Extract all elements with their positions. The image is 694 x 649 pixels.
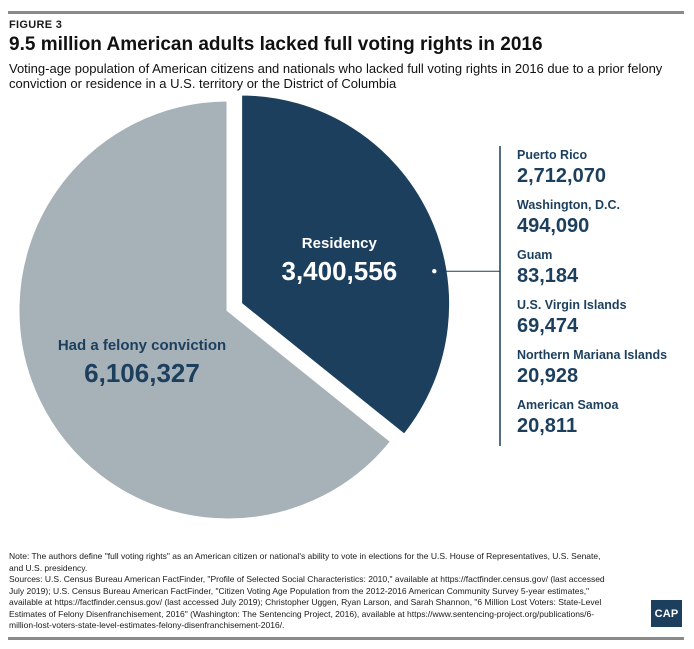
pie-slice-had-a-felony-conviction: [16, 98, 394, 522]
breakdown-label-puerto-rico: Puerto Rico: [517, 148, 588, 162]
slice-label-had-a-felony-conviction: Had a felony conviction: [58, 337, 226, 354]
figure-label: FIGURE 3: [9, 19, 63, 31]
breakdown-label-american-samoa: American Samoa: [517, 398, 619, 412]
cap-logo: CAP: [651, 600, 682, 627]
breakdown-label-u-s-virgin-islands: U.S. Virgin Islands: [517, 298, 627, 312]
breakdown-label-guam: Guam: [517, 248, 552, 262]
breakdown-value-u-s-virgin-islands: 69,474: [517, 315, 579, 337]
breakdown-label-washington-d-c: Washington, D.C.: [517, 198, 620, 212]
chart-subtitle: Voting-age population of American citize…: [9, 61, 663, 91]
note-text: Note: The authors define "full voting ri…: [9, 551, 601, 573]
slice-label-residency: Residency: [302, 235, 378, 252]
leader-dot: [432, 269, 437, 274]
slice-value-had-a-felony-conviction: 6,106,327: [84, 358, 200, 388]
breakdown-label-northern-mariana-islands: Northern Mariana Islands: [517, 348, 667, 362]
breakdown-value-northern-mariana-islands: 20,928: [517, 365, 578, 387]
bottom-rule: [8, 637, 684, 640]
pie-chart: Residency 3,400,556 Had a felony convictio…: [16, 92, 667, 522]
breakdown-value-american-samoa: 20,811: [517, 415, 577, 437]
pie-slice-residency: [239, 92, 453, 438]
breakdown-value-guam: 83,184: [517, 265, 579, 287]
top-rule: [8, 11, 684, 14]
breakdown-value-puerto-rico: 2,712,070: [517, 165, 606, 187]
chart-title: 9.5 million American adults lacked full …: [9, 34, 543, 55]
slice-value-residency: 3,400,556: [281, 256, 397, 286]
breakdown-value-washington-d-c: 494,090: [517, 215, 589, 237]
notes: Note: The authors define "full voting ri…: [9, 551, 609, 632]
sources-text: Sources: U.S. Census Bureau American Fac…: [9, 574, 605, 630]
